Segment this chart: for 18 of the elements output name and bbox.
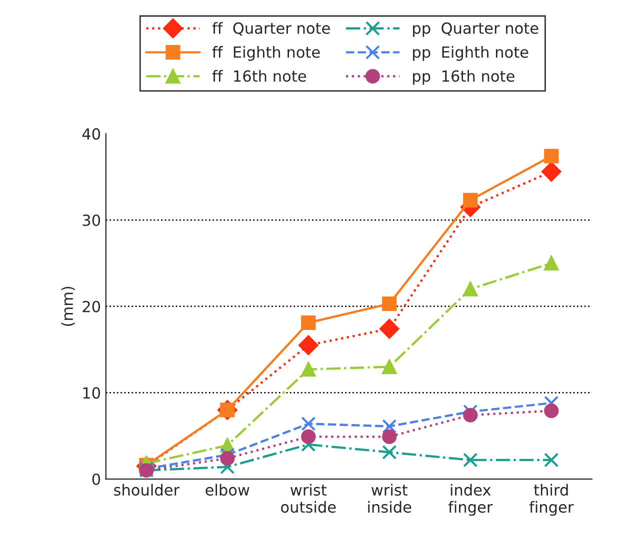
y-tick-label: 30 bbox=[82, 214, 100, 226]
legend-label: ff Eighth note bbox=[212, 46, 320, 61]
legend-label: ff 16th note bbox=[212, 70, 306, 82]
y-tick-label: 40 bbox=[82, 128, 100, 140]
x-tick-label: third finger bbox=[529, 484, 574, 516]
y-tick-label: 10 bbox=[83, 387, 100, 399]
legend-label: pp 16th note bbox=[413, 70, 514, 85]
x-tick-label: elbow bbox=[206, 484, 250, 496]
x-tick-label: wrist inside bbox=[368, 484, 412, 513]
legend-label: pp Quarter note bbox=[413, 22, 538, 37]
x-tick-label: wrist outside bbox=[281, 484, 336, 513]
y-tick-label: 0 bbox=[92, 473, 100, 486]
legend-label: ff Quarter note bbox=[212, 22, 330, 36]
y-axis-title: (mm) bbox=[61, 286, 75, 326]
x-tick-label: shoulder bbox=[114, 484, 180, 496]
y-tick-label: 20 bbox=[82, 300, 100, 312]
legend-label: pp Eighth note bbox=[413, 46, 528, 61]
x-tick-label: index finger bbox=[448, 484, 493, 516]
